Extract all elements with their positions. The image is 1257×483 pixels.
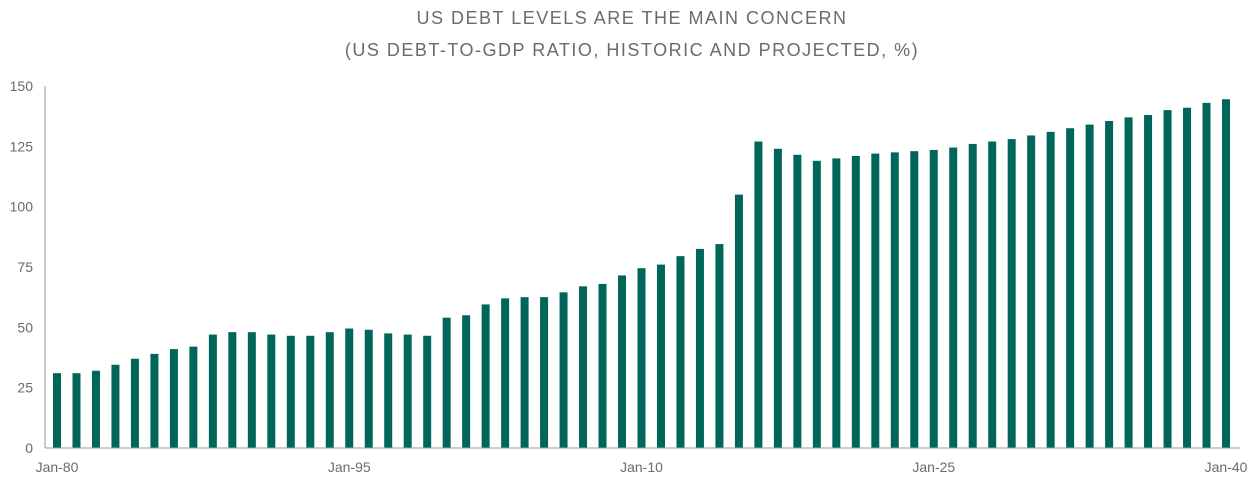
x-tick-label: Jan-10 (620, 459, 663, 475)
bar-2009 (618, 275, 627, 448)
bar-2035 (1124, 117, 1133, 449)
bar-2023 (890, 152, 899, 448)
bar-2036 (1144, 114, 1153, 449)
bar-2026 (949, 147, 958, 449)
y-axis-ticks: 0 25 50 75 100 125 150 (10, 78, 34, 456)
bar-1989 (228, 332, 237, 448)
bar-2007 (579, 286, 588, 448)
bar-1983 (111, 364, 120, 448)
bar-2028 (988, 141, 997, 448)
bar-2005 (540, 297, 549, 448)
y-tick-label: 50 (17, 319, 33, 335)
bar-2040 (1222, 99, 1230, 449)
bar-1988 (208, 334, 217, 448)
bar-2011 (656, 264, 665, 448)
chart-subtitle: (US DEBT-TO-GDP RATIO, HISTORIC AND PROJ… (345, 40, 919, 60)
bar-2002 (481, 304, 490, 448)
bar-2003 (501, 298, 510, 448)
bar-1993 (306, 335, 315, 448)
bar-2037 (1163, 110, 1172, 448)
bar-2004 (520, 297, 529, 448)
x-tick-label: Jan-25 (912, 459, 955, 475)
bar-1994 (325, 332, 334, 448)
bar-1982 (91, 370, 100, 448)
bar-1996 (364, 329, 373, 448)
y-tick-label: 0 (25, 440, 33, 456)
bar-2030 (1027, 135, 1036, 448)
bar-2032 (1066, 128, 1075, 449)
bar-1991 (267, 334, 276, 448)
bar-2039 (1202, 102, 1211, 448)
chart-title: US DEBT LEVELS ARE THE MAIN CONCERN (417, 8, 848, 28)
bar-2014 (715, 244, 724, 448)
bar-2006 (559, 292, 568, 448)
y-tick-label: 125 (10, 138, 34, 154)
bar-2025 (929, 149, 938, 448)
x-tick-label: Jan-80 (36, 459, 79, 475)
bar-1984 (130, 358, 139, 448)
y-tick-label: 150 (10, 78, 34, 94)
bar-1999 (423, 335, 432, 448)
bar-2000 (442, 317, 451, 448)
y-tick-label: 100 (10, 199, 34, 215)
bar-2015 (734, 194, 743, 448)
x-tick-label: Jan-40 (1205, 459, 1248, 475)
bar-1990 (247, 332, 256, 448)
bar-1986 (169, 349, 178, 448)
bar-1981 (72, 373, 81, 448)
y-tick-label: 75 (17, 259, 33, 275)
bar-1987 (189, 346, 198, 448)
x-tick-label: Jan-95 (328, 459, 371, 475)
bar-1980 (53, 373, 61, 448)
bar-2010 (637, 268, 646, 448)
bar-2001 (462, 315, 471, 448)
bar-2017 (773, 148, 782, 448)
bar-2027 (968, 143, 977, 449)
x-axis-ticks: Jan-80 Jan-95 Jan-10 Jan-25 Jan-40 (36, 459, 1248, 475)
bar-2038 (1183, 107, 1192, 448)
bar-2034 (1105, 120, 1114, 449)
bar-2021 (851, 155, 860, 449)
bar-2013 (695, 248, 704, 448)
bar-2031 (1046, 131, 1055, 448)
bar-2033 (1085, 124, 1094, 449)
bar-2016 (754, 141, 763, 448)
y-tick-label: 25 (17, 380, 33, 396)
bar-1995 (345, 328, 354, 448)
bar-2019 (812, 160, 821, 448)
bar-1985 (150, 353, 159, 448)
bar-1992 (286, 335, 295, 448)
bar-2020 (832, 158, 841, 448)
bar-1998 (403, 334, 412, 448)
bar-2024 (910, 151, 919, 448)
bar-2018 (793, 154, 802, 448)
bar-2012 (676, 256, 685, 448)
bar-series (53, 99, 1230, 449)
bar-1997 (384, 333, 393, 448)
bar-2029 (1007, 139, 1016, 448)
bar-2008 (598, 283, 607, 448)
bar-2022 (871, 153, 880, 448)
